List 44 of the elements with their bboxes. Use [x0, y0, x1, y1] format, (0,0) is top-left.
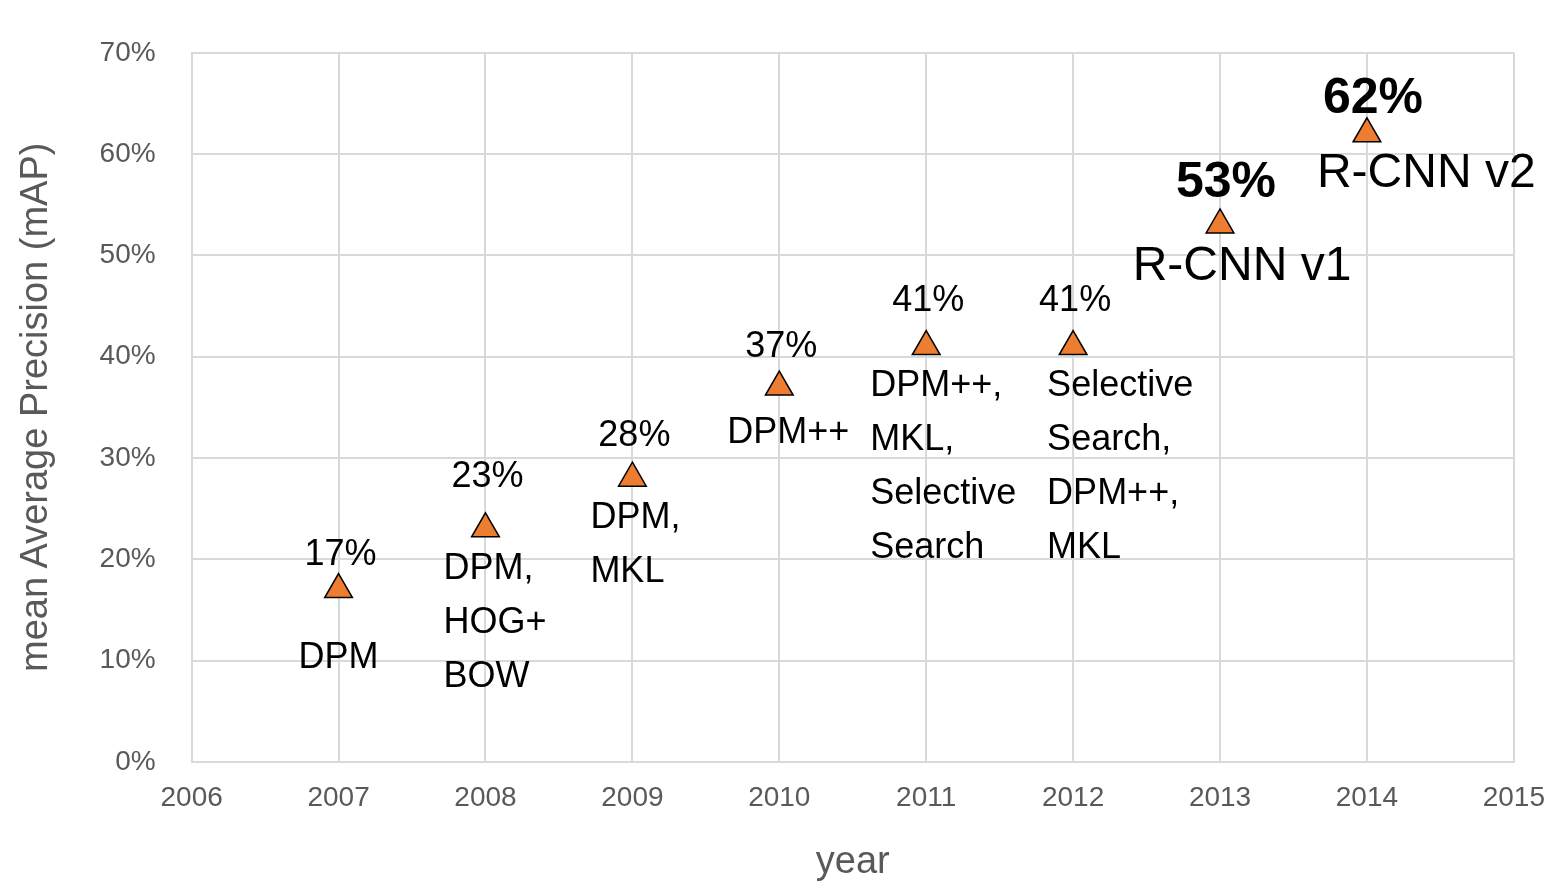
point	[617, 461, 647, 487]
point	[1352, 117, 1382, 143]
y-tick-label: 60%	[99, 136, 156, 168]
point	[1205, 208, 1235, 234]
annotation: DPM	[298, 634, 379, 676]
x-axis-title: year	[815, 838, 891, 881]
data-label: 53%	[1175, 151, 1277, 208]
x-tick-label: 2012	[1041, 781, 1105, 813]
point	[911, 329, 941, 356]
point	[764, 370, 794, 396]
point	[1058, 329, 1088, 356]
data-label: 62%	[1322, 67, 1423, 124]
y-tick-label: 40%	[99, 339, 156, 371]
annotation: R-CNN v2	[1316, 144, 1536, 198]
x-tick-label: 2010	[748, 781, 811, 813]
data-label: 37%	[745, 323, 818, 365]
data-label: 28%	[598, 413, 671, 455]
annotation: DPM, HOG+ BOW	[443, 545, 547, 695]
x-tick-label: 2007	[307, 781, 370, 813]
x-tick-label: 2008	[454, 781, 517, 813]
y-axis-title: mean Average Precision (mAP)	[13, 142, 56, 673]
annotation: DPM++	[727, 409, 850, 451]
point	[323, 572, 354, 599]
annotation: Selective Search, DPM++, MKL	[1047, 363, 1194, 567]
data-label: 23%	[451, 453, 524, 495]
y-tick-label: 50%	[99, 238, 156, 270]
annotation: R-CNN v1	[1132, 237, 1352, 291]
y-tick-label: 20%	[99, 541, 156, 573]
data-label: 41%	[1039, 278, 1112, 320]
data-label: 41%	[892, 278, 965, 320]
point	[470, 512, 501, 538]
x-tick-label: 2014	[1335, 781, 1399, 813]
y-tick-label: 10%	[99, 643, 156, 675]
y-tick-label: 30%	[99, 440, 156, 472]
annotation: DPM++, MKL, Selective Search	[870, 363, 1017, 567]
x-tick-label: 2013	[1188, 781, 1252, 813]
x-tick-label: 2009	[601, 781, 664, 813]
x-tick-label: 2006	[160, 781, 223, 813]
x-tick-label: 2011	[896, 781, 957, 813]
annotation: DPM, MKL	[590, 495, 681, 591]
y-tick-label: 0%	[115, 744, 156, 776]
y-tick-label: 70%	[99, 35, 156, 67]
data-label: 17%	[304, 531, 377, 573]
x-tick-label: 2015	[1482, 781, 1545, 813]
